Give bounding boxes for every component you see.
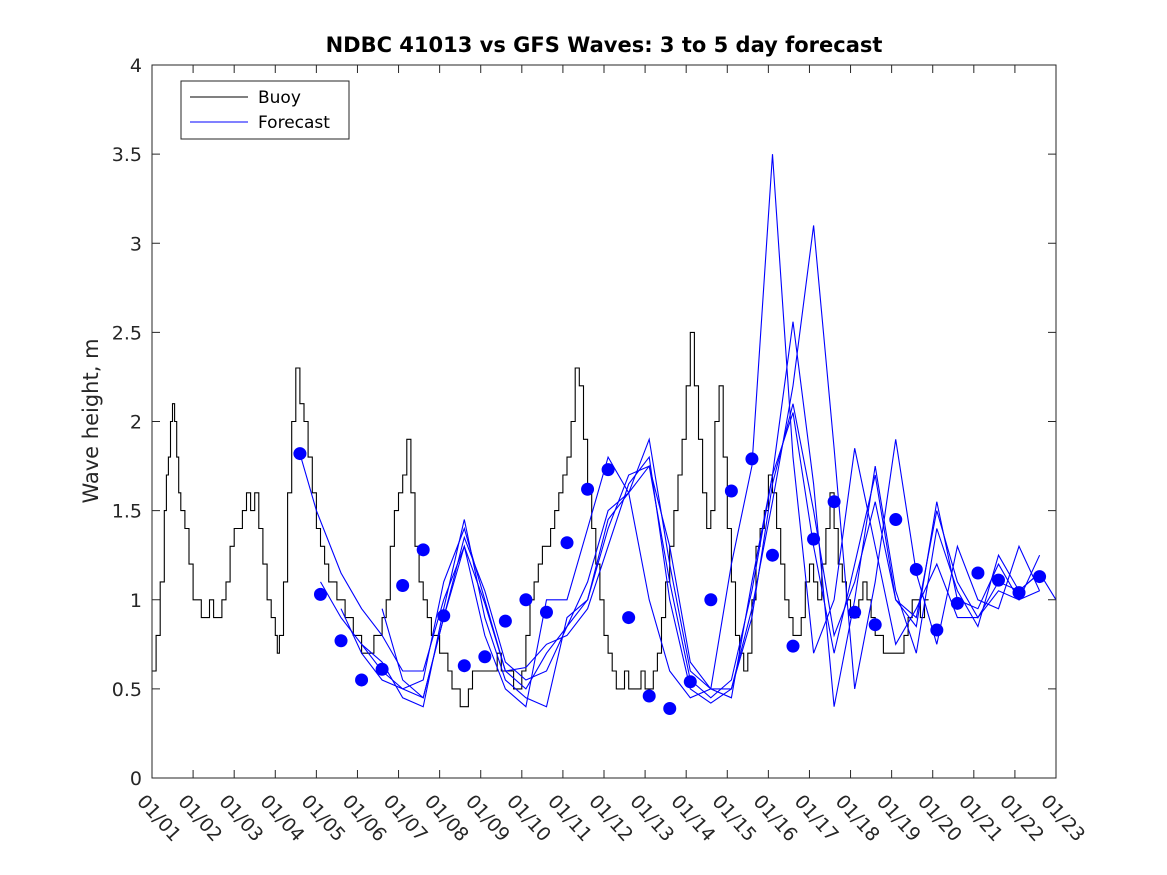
- forecast-marker: [868, 618, 882, 632]
- forecast-marker: [498, 614, 512, 628]
- forecast-marker: [539, 605, 553, 619]
- forecast-marker: [786, 639, 800, 653]
- forecast-marker: [355, 673, 369, 687]
- marker-group: [293, 447, 1047, 715]
- forecast-marker: [765, 548, 779, 562]
- forecast-marker: [478, 650, 492, 664]
- forecast-marker: [293, 447, 307, 461]
- forecast-line: [340, 225, 1041, 699]
- forecast-marker: [724, 484, 738, 498]
- forecast-marker: [950, 596, 964, 610]
- forecast-marker: [909, 562, 923, 576]
- forecast-line: [381, 154, 1040, 708]
- plot-area: [152, 65, 1056, 778]
- y-tick-label: 1: [130, 590, 142, 612]
- forecast-marker: [991, 573, 1005, 587]
- forecast-marker: [396, 578, 410, 592]
- forecast-marker: [375, 662, 389, 676]
- forecast-marker: [663, 701, 677, 715]
- plot-frame: [151, 64, 1057, 779]
- forecast-marker: [334, 634, 348, 648]
- forecast-marker: [457, 659, 471, 673]
- forecast-marker: [971, 566, 985, 580]
- legend-box: [180, 80, 350, 140]
- legend: Buoy Forecast: [180, 80, 350, 140]
- forecast-marker: [519, 593, 533, 607]
- forecast-marker: [889, 513, 903, 527]
- forecast-line: [299, 403, 1057, 704]
- forecast-marker: [683, 675, 697, 689]
- y-tick-label: 0.5: [112, 679, 142, 701]
- series-group: [152, 154, 1057, 708]
- forecast-marker: [827, 495, 841, 509]
- forecast-marker: [1012, 586, 1026, 600]
- y-tick-label: 1.5: [112, 501, 142, 523]
- forecast-marker: [807, 532, 821, 546]
- forecast-marker: [437, 609, 451, 623]
- forecast-marker: [622, 611, 636, 625]
- chart-title: NDBC 41013 vs GFS Waves: 3 to 5 day fore…: [326, 33, 883, 57]
- y-tick-label: 0: [130, 768, 142, 790]
- y-tick-label: 2.5: [112, 322, 142, 344]
- y-tick-label: 2: [130, 412, 142, 434]
- forecast-marker: [930, 623, 944, 637]
- y-tick-label: 3.5: [112, 144, 142, 166]
- forecast-marker: [745, 452, 759, 466]
- forecast-line: [361, 321, 1040, 708]
- forecast-marker: [848, 605, 862, 619]
- legend-forecast-label: Forecast: [258, 113, 330, 133]
- legend-buoy-label: Buoy: [258, 88, 301, 108]
- forecast-marker: [581, 482, 595, 496]
- forecast-marker: [416, 543, 430, 557]
- forecast-line: [320, 412, 1041, 699]
- forecast-marker: [560, 536, 574, 550]
- y-axis-label: Wave height, m: [79, 338, 103, 503]
- y-tick-label: 3: [130, 233, 142, 255]
- forecast-marker: [1033, 570, 1047, 584]
- forecast-marker: [642, 689, 656, 703]
- forecast-marker: [601, 463, 615, 477]
- forecast-marker: [313, 587, 327, 601]
- y-tick-label: 4: [130, 55, 142, 77]
- buoy-line: [152, 331, 929, 708]
- forecast-marker: [704, 593, 718, 607]
